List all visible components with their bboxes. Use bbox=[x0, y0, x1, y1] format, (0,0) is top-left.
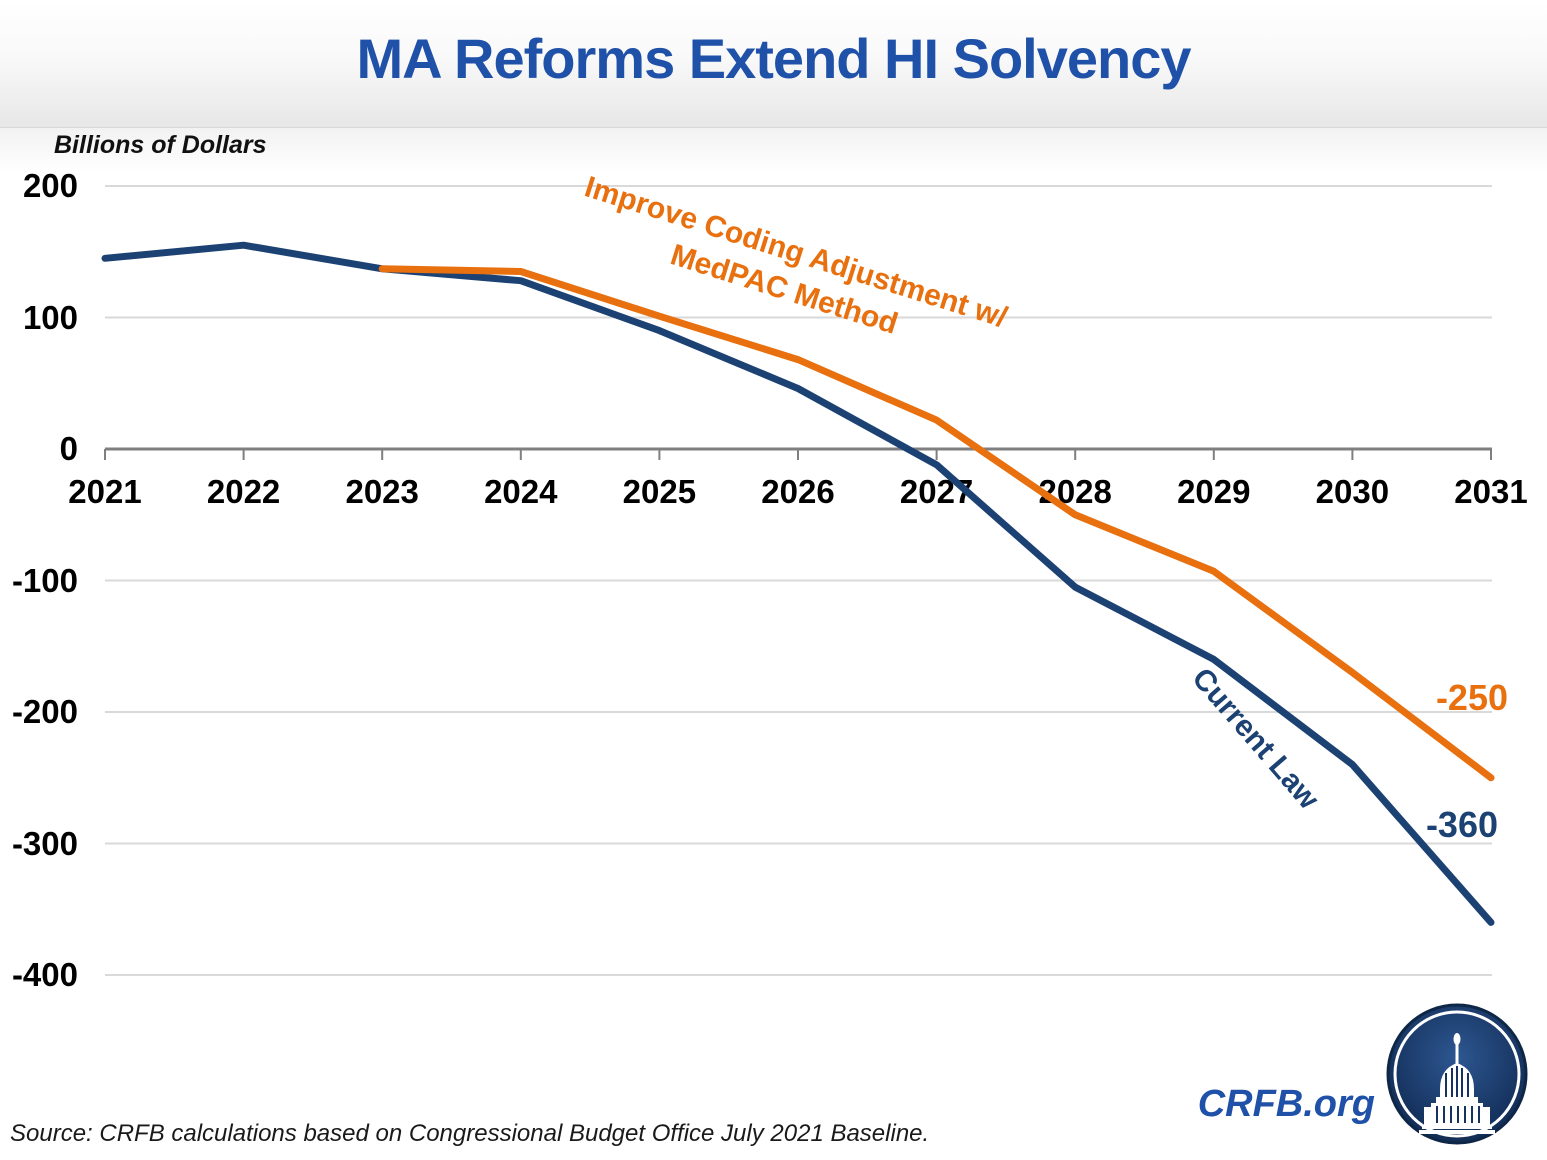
x-tick-label: 2029 bbox=[1177, 473, 1251, 510]
x-tick-label: 2026 bbox=[761, 473, 835, 510]
y-axis-title: Billions of Dollars bbox=[54, 131, 267, 159]
y-tick-label: -100 bbox=[11, 561, 78, 599]
source-note: Source: CRFB calculations based on Congr… bbox=[10, 1120, 930, 1147]
crfb-org-link[interactable]: CRFB.org bbox=[1197, 1083, 1375, 1125]
x-tick-label: 2021 bbox=[68, 473, 142, 510]
capitol-dome-logo bbox=[1385, 1002, 1529, 1146]
header-gradient-band bbox=[0, 0, 1547, 128]
x-tick-label: 2023 bbox=[345, 473, 419, 510]
y-tick-label: -400 bbox=[11, 956, 78, 993]
x-tick-label: 2030 bbox=[1315, 473, 1390, 510]
medpac-end-value-label: -250 bbox=[1435, 677, 1508, 718]
capitol-icon-details bbox=[1436, 1066, 1480, 1123]
x-tick-label: 2024 bbox=[484, 473, 558, 510]
x-tick-label: 2028 bbox=[1038, 473, 1112, 510]
y-tick-label: -200 bbox=[11, 693, 78, 730]
y-tick-label: -300 bbox=[11, 824, 78, 862]
logo-inner-ring bbox=[1393, 1010, 1521, 1138]
x-tick-label: 2027 bbox=[899, 473, 974, 510]
y-tick-label: 0 bbox=[59, 430, 78, 467]
header-fade bbox=[0, 128, 1547, 174]
chart-title: MA Reforms Extend HI Solvency bbox=[356, 27, 1191, 90]
y-tick-label: 100 bbox=[22, 298, 78, 336]
x-tick-label: 2025 bbox=[622, 473, 697, 510]
y-tick-label: 200 bbox=[22, 167, 78, 204]
x-tick-label: 2031 bbox=[1454, 473, 1528, 510]
x-tick-label: 2022 bbox=[206, 473, 281, 510]
current-law-end-value-label: -360 bbox=[1425, 804, 1498, 845]
